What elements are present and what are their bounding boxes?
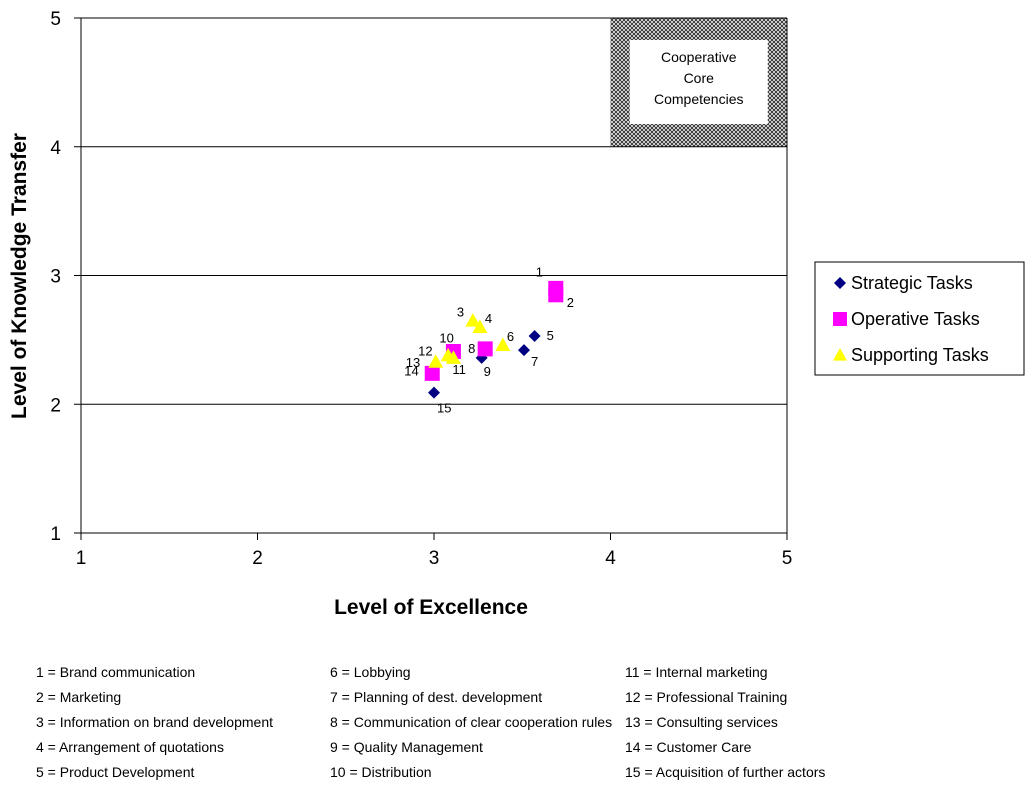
legend-swatch: [833, 312, 847, 326]
region-label-box: [629, 40, 768, 124]
legend-entry: Operative Tasks: [851, 309, 980, 329]
region-layer: Cooperative Core Competencies: [610, 18, 787, 147]
key-entry: 3 = Information on brand development: [36, 714, 273, 730]
key-entry: 10 = Distribution: [330, 764, 432, 780]
point-label: 4: [485, 311, 492, 326]
point-label: 1: [536, 264, 543, 279]
key-entry: 2 = Marketing: [36, 689, 122, 705]
region-label-line: Cooperative: [661, 49, 737, 65]
point-label: 5: [547, 328, 554, 343]
data-point: [495, 337, 511, 352]
point-label: 8: [468, 341, 475, 356]
label-key: 1 = Brand communication 2 = Marketing 3 …: [36, 660, 1016, 810]
data-points: [424, 280, 564, 399]
data-point: [548, 287, 564, 303]
region-label-line: Competencies: [654, 91, 744, 107]
legend: Strategic Tasks Operative Tasks Supporting…: [814, 261, 1025, 376]
key-entry: 1 = Brand communication: [36, 664, 196, 680]
x-tick-label: 5: [782, 548, 793, 569]
key-column-2: 6 = Lobbying 7 = Planning of dest. devel…: [330, 660, 620, 785]
key-entry: 4 = Arrangement of quotations: [36, 739, 224, 755]
y-tick-label: 1: [50, 524, 61, 545]
key-entry: 5 = Product Development: [36, 764, 195, 780]
key-entry: 14 = Customer Care: [625, 739, 752, 755]
point-label: 7: [531, 354, 538, 369]
y-tick-label: 2: [50, 395, 61, 416]
key-entry: 11 = Internal marketing: [625, 664, 768, 680]
point-label: 13: [406, 355, 420, 370]
point-label: 3: [457, 305, 464, 320]
x-axis-title: Level of Excellence: [334, 596, 528, 619]
x-tick-label: 2: [252, 548, 263, 569]
legend-entry: Strategic Tasks: [851, 273, 973, 293]
region-label-line: Core: [684, 70, 715, 86]
point-label: 15: [437, 401, 451, 416]
data-point: [528, 330, 541, 343]
x-tick-label: 1: [76, 548, 87, 569]
point-label: 6: [507, 329, 514, 344]
x-tick-label: 4: [605, 548, 616, 569]
key-column-3: 11 = Internal marketing 12 = Professiona…: [625, 660, 925, 785]
point-label: 12: [418, 343, 432, 358]
y-tick-label: 3: [50, 267, 61, 288]
key-entry: 7 = Planning of dest. development: [330, 689, 543, 705]
legend-box: [814, 261, 1025, 376]
x-tick-label: 3: [429, 548, 440, 569]
point-label: 10: [439, 330, 453, 345]
key-entry: 8 = Communication of clear cooperation r…: [330, 714, 613, 730]
legend-swatch: [834, 277, 846, 289]
point-label: 11: [452, 362, 466, 377]
data-point: [428, 386, 440, 399]
key-entry: 13 = Consulting services: [625, 714, 778, 730]
data-point: [477, 341, 493, 357]
point-label: 9: [484, 364, 491, 379]
key-entry: 15 = Acquisition of further actors: [625, 764, 826, 780]
data-point: [428, 354, 444, 368]
data-point: [424, 365, 440, 381]
key-column-1: 1 = Brand communication 2 = Marketing 3 …: [36, 660, 326, 785]
legend-swatch: [833, 348, 847, 361]
data-point: [518, 344, 531, 357]
y-tick-label: 5: [50, 9, 61, 30]
gridlines: [81, 17, 787, 405]
key-entry: 12 = Professional Training: [625, 689, 788, 705]
point-label: 2: [567, 295, 574, 310]
y-axis-title: Level of Knowledge Transfer: [8, 133, 31, 419]
data-point: [472, 319, 488, 333]
axes: [74, 17, 788, 540]
legend-entry: Supporting Tasks: [851, 345, 989, 365]
data-point: [465, 313, 481, 327]
key-entry: 6 = Lobbying: [330, 664, 411, 680]
key-entry: 9 = Quality Management: [330, 739, 483, 755]
y-tick-label: 4: [50, 138, 61, 159]
data-point: [440, 347, 456, 362]
point-label: 14: [404, 363, 418, 378]
